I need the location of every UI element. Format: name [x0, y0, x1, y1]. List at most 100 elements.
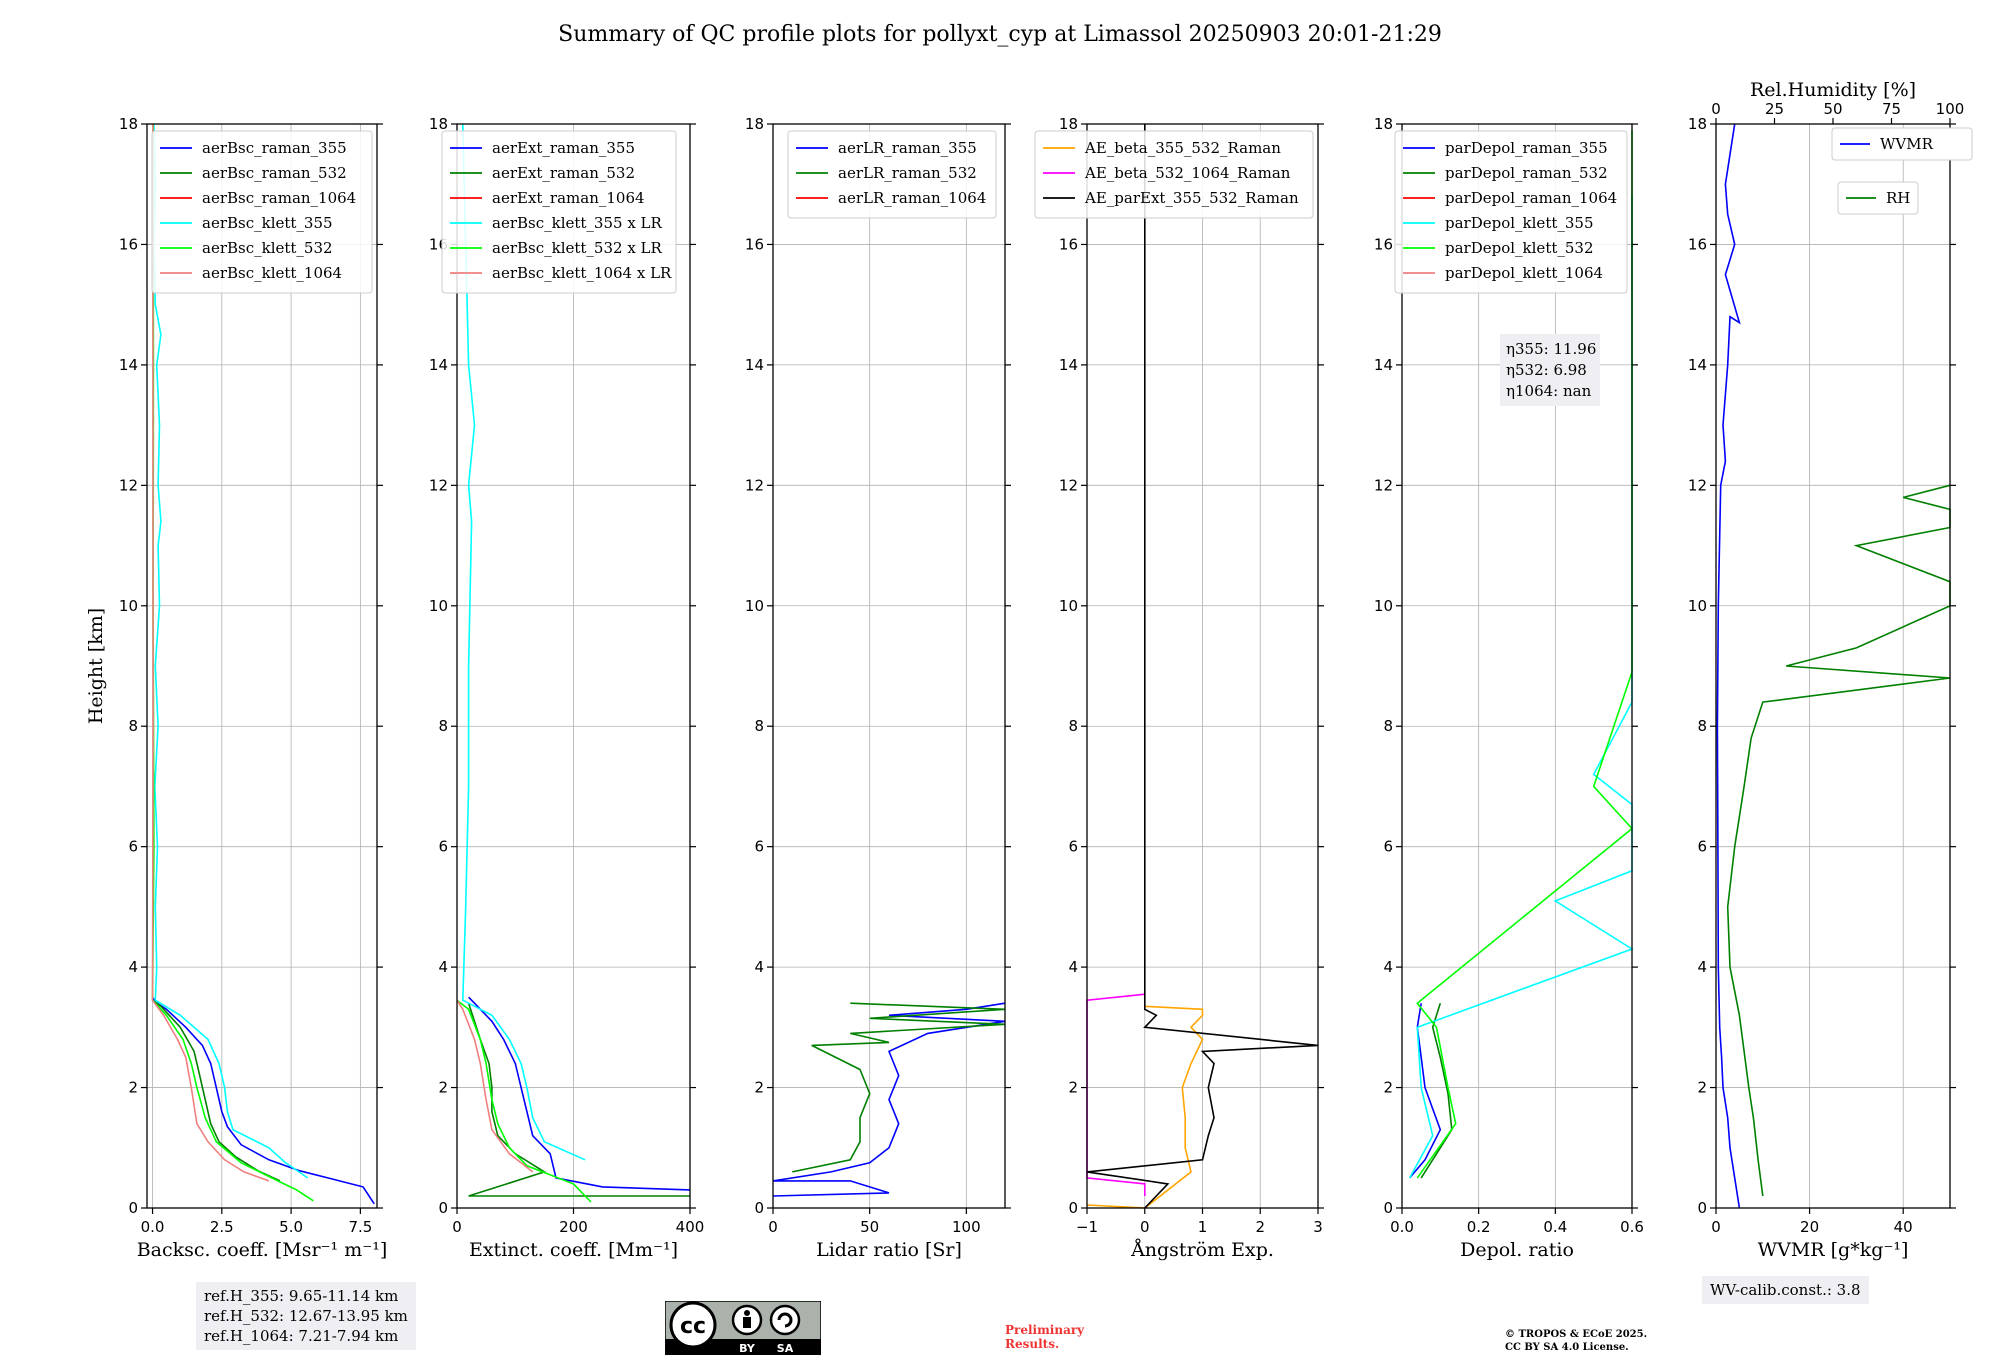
angstrom-xtick-label: 1	[1198, 1218, 1208, 1236]
depolarization-ytick-label: 0	[1383, 1199, 1393, 1217]
depolarization-legend-label: parDepol_raman_355	[1445, 139, 1608, 157]
extinction-legend-label: aerBsc_klett_532 x LR	[492, 239, 663, 257]
water_vapor-ytick-label: 4	[1697, 958, 1707, 976]
angstrom-xlabel: Ångström Exp.	[1130, 1239, 1274, 1261]
water_vapor-ytick-label: 18	[1688, 115, 1707, 133]
lidar_ratio-legend-label: aerLR_raman_355	[838, 139, 977, 157]
copyright-note: © TROPOS & ECoE 2025. CC BY SA 4.0 Licen…	[1505, 1328, 1647, 1354]
water_vapor-x2tick-label: 0	[1711, 100, 1721, 118]
water_vapor-x2tick-label: 50	[1823, 100, 1842, 118]
water_vapor-x2tick-label: 100	[1936, 100, 1965, 118]
angstrom-ytick-label: 6	[1068, 838, 1078, 856]
angstrom-xtick-label: 0	[1140, 1218, 1150, 1236]
lidar_ratio-ytick-label: 8	[754, 717, 764, 735]
backscatter-axes-frame	[146, 123, 378, 1209]
angstrom-xtick-label: 2	[1255, 1218, 1265, 1236]
depolarization-ytick-label: 6	[1383, 838, 1393, 856]
lidar_ratio-xtick-label: 50	[860, 1218, 879, 1236]
backscatter-legend-label: aerBsc_raman_355	[202, 139, 347, 157]
depolarization-xtick-label: 0.6	[1620, 1218, 1644, 1236]
water_vapor-legend-box	[1831, 127, 1973, 161]
water_vapor-x2tick-label: 75	[1882, 100, 1901, 118]
angstrom-series-AE_parExt_355_532_Raman	[1086, 124, 1319, 1209]
backscatter-series-aerBsc_klett_355	[153, 123, 309, 1179]
extinction-legend-label: aerExt_raman_1064	[492, 189, 645, 207]
depolarization-xtick-label: 0.0	[1390, 1218, 1414, 1236]
angstrom-ytick-label: 14	[1059, 356, 1078, 374]
cc-license-badge[interactable]: cc BY SA	[664, 1300, 822, 1356]
lidar_ratio-legend-label: aerLR_raman_1064	[838, 189, 986, 207]
depolarization-ytick-label: 18	[1374, 115, 1393, 133]
water_vapor-legend-label: RH	[1886, 189, 1910, 207]
backscatter-xlabel: Backsc. coeff. [Msr⁻¹ m⁻¹]	[137, 1239, 388, 1261]
angstrom-ytick-label: 18	[1059, 115, 1078, 133]
extinction-ytick-label: 4	[438, 958, 448, 976]
depolarization-ytick-label: 4	[1383, 958, 1393, 976]
lidar_ratio-xtick-label: 0	[768, 1218, 778, 1236]
water_vapor-ytick-label: 0	[1697, 1199, 1707, 1217]
eta-annotation-line: η355: 11.96	[1506, 340, 1596, 358]
water_vapor-xtick-label: 40	[1894, 1218, 1913, 1236]
water_vapor-x2tick-label: 25	[1765, 100, 1784, 118]
water_vapor-xtick-label: 20	[1800, 1218, 1819, 1236]
lidar_ratio-axes-frame	[772, 123, 1006, 1209]
angstrom-xtick-label: 3	[1313, 1218, 1323, 1236]
water_vapor-ytick-label: 10	[1688, 597, 1707, 615]
extinction-legend-label: aerBsc_klett_355 x LR	[492, 214, 663, 232]
water_vapor-ytick-label: 16	[1688, 235, 1707, 253]
extinction-legend-box	[441, 130, 677, 294]
extinction-series-aerBsc_klett_532 x LR	[456, 999, 592, 1203]
backscatter-xtick-label: 5.0	[279, 1218, 303, 1236]
angstrom-ytick-label: 2	[1068, 1079, 1078, 1097]
backscatter-xtick-label: 0.0	[141, 1218, 165, 1236]
lidar_ratio-ytick-label: 0	[754, 1199, 764, 1217]
backscatter-series-aerBsc_raman_532	[152, 999, 281, 1182]
extinction-series-aerBsc_klett_1064 x LR	[456, 999, 534, 1173]
backscatter-series-aerBsc_klett_1064	[151, 123, 270, 1182]
extinction-legend-label: aerBsc_klett_1064 x LR	[492, 264, 672, 282]
lidar_ratio-xlabel: Lidar ratio [Sr]	[816, 1239, 962, 1261]
water_vapor-ytick-label: 8	[1697, 717, 1707, 735]
eta-annotation-line: η1064: nan	[1506, 382, 1592, 400]
eta-annotation-box	[1500, 334, 1600, 406]
water_vapor-xtick-label: 0	[1711, 1218, 1721, 1236]
extinction-ytick-label: 10	[429, 597, 448, 615]
angstrom-legend-box	[1034, 130, 1314, 219]
lidar_ratio-ytick-label: 12	[745, 476, 764, 494]
ref-height-1064: ref.H_1064: 7.21-7.94 km	[204, 1327, 399, 1345]
extinction-ytick-label: 8	[438, 717, 448, 735]
extinction-xtick-label: 0	[452, 1218, 462, 1236]
backscatter-legend-label: aerBsc_raman_532	[202, 164, 347, 182]
svg-text:cc: cc	[680, 1314, 706, 1339]
y-axis-label: Height [km]	[85, 608, 107, 724]
depolarization-ytick-label: 10	[1374, 597, 1393, 615]
extinction-legend-label: aerExt_raman_355	[492, 139, 635, 157]
backscatter-ytick-label: 0	[128, 1199, 138, 1217]
extinction-ytick-label: 12	[429, 476, 448, 494]
water_vapor-ytick-label: 6	[1697, 838, 1707, 856]
copyright-line-1: © TROPOS & ECoE 2025.	[1505, 1329, 1648, 1340]
backscatter-ytick-label: 12	[119, 476, 138, 494]
extinction-ytick-label: 0	[438, 1199, 448, 1217]
water_vapor-axes-frame	[1715, 123, 1951, 1209]
preliminary-line-2: Results.	[1005, 1337, 1060, 1351]
depolarization-ytick-label: 14	[1374, 356, 1393, 374]
backscatter-legend-label: aerBsc_raman_1064	[202, 189, 356, 207]
depolarization-legend-label: parDepol_raman_1064	[1445, 189, 1617, 207]
water_vapor-ytick-label: 12	[1688, 476, 1707, 494]
extinction-xtick-label: 400	[676, 1218, 705, 1236]
backscatter-series-aerBsc_raman_355	[151, 996, 375, 1205]
cc-by-sa-icon: cc BY SA	[664, 1300, 822, 1356]
angstrom-ytick-label: 12	[1059, 476, 1078, 494]
backscatter-legend-label: aerBsc_klett_532	[202, 239, 333, 257]
extinction-series-aerExt_raman_532	[467, 1002, 690, 1197]
depolarization-ytick-label: 8	[1383, 717, 1393, 735]
backscatter-ytick-label: 18	[119, 115, 138, 133]
water_vapor-ytick-label: 2	[1697, 1079, 1707, 1097]
water_vapor-x2label: Rel.Humidity [%]	[1750, 79, 1916, 101]
water_vapor-legend-box	[1837, 181, 1919, 215]
backscatter-xtick-label: 2.5	[210, 1218, 234, 1236]
cc-sa-label: SA	[777, 1342, 794, 1355]
extinction-series-aerExt_raman_355	[468, 996, 691, 1191]
